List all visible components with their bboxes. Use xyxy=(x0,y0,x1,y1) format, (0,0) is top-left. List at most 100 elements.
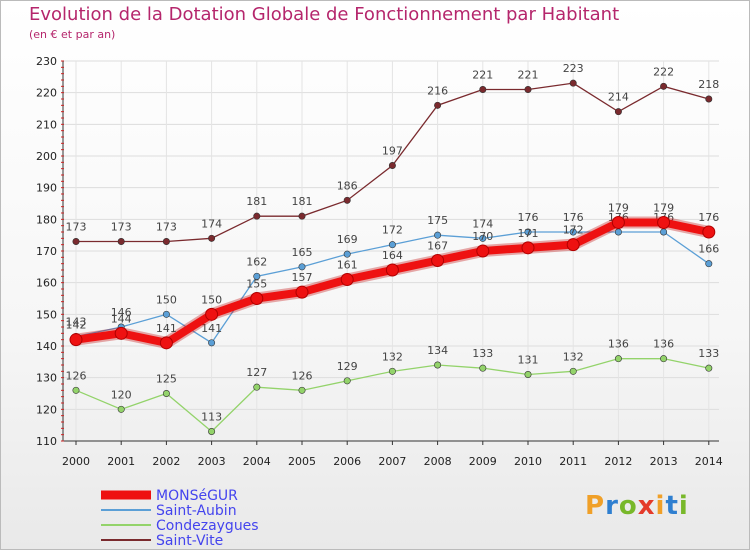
point-monsegur-2005 xyxy=(295,285,309,299)
point-monsegur-2012 xyxy=(611,216,625,229)
point-saint-vite-2012 xyxy=(614,108,622,116)
data-label-condezaygues-2013: 136 xyxy=(653,338,674,351)
data-label-saint-aubin-2005: 165 xyxy=(292,246,313,259)
point-saint-aubin-2014 xyxy=(705,260,713,268)
x-tick-label-2014: 2014 xyxy=(695,455,723,468)
data-label-condezaygues-2006: 129 xyxy=(337,360,358,373)
point-saint-aubin-2010 xyxy=(524,228,532,236)
data-label-saint-aubin-2009: 174 xyxy=(472,217,493,230)
data-label-saint-vite-2000: 173 xyxy=(66,221,87,234)
point-monsegur-2006 xyxy=(340,273,354,286)
point-monsegur-2010 xyxy=(521,241,535,255)
data-label-monsegur-2004: 155 xyxy=(246,278,267,291)
logo-letter: r xyxy=(605,491,619,521)
point-condezaygues-2001 xyxy=(117,405,125,413)
data-label-condezaygues-2000: 126 xyxy=(66,369,87,382)
data-label-condezaygues-2012: 136 xyxy=(608,338,629,351)
point-condezaygues-2005 xyxy=(298,386,306,394)
data-label-saint-aubin-2008: 175 xyxy=(427,214,448,227)
x-tick-label-2012: 2012 xyxy=(604,455,632,468)
data-label-saint-vite-2006: 186 xyxy=(337,179,358,192)
logo-letter: i xyxy=(678,491,689,521)
point-saint-aubin-2009 xyxy=(479,234,487,242)
point-monsegur-2013 xyxy=(657,216,671,229)
data-label-monsegur-2002: 141 xyxy=(156,322,177,335)
logo-letter: t xyxy=(665,491,679,521)
data-label-saint-vite-2003: 174 xyxy=(201,217,222,230)
x-tick-label-2008: 2008 xyxy=(424,455,452,468)
point-condezaygues-2013 xyxy=(660,355,668,363)
point-monsegur-2003 xyxy=(205,307,219,321)
point-monsegur-2009 xyxy=(476,244,490,258)
y-tick-label-200: 200 xyxy=(36,150,57,163)
data-label-saint-aubin-2014: 166 xyxy=(698,243,719,256)
data-label-saint-aubin-2000: 143 xyxy=(66,316,87,329)
point-condezaygues-2010 xyxy=(524,370,532,378)
data-label-condezaygues-2010: 131 xyxy=(518,354,539,367)
data-label-condezaygues-2009: 133 xyxy=(472,347,493,360)
x-tick-label-2003: 2003 xyxy=(198,455,226,468)
point-saint-vite-2007 xyxy=(388,162,396,170)
data-label-saint-vite-2014: 218 xyxy=(698,78,719,91)
data-label-saint-vite-2010: 221 xyxy=(518,69,539,82)
x-tick-label-2000: 2000 xyxy=(62,455,90,468)
point-condezaygues-2008 xyxy=(434,361,442,369)
data-label-saint-vite-2009: 221 xyxy=(472,69,493,82)
logo-letter: P xyxy=(585,491,606,521)
x-tick-label-2002: 2002 xyxy=(152,455,180,468)
logo-letter: x xyxy=(637,491,656,521)
data-label-saint-aubin-2004: 162 xyxy=(246,255,267,268)
point-saint-aubin-2008 xyxy=(434,231,442,239)
point-monsegur-2004 xyxy=(250,292,264,305)
chart-title: Evolution de la Dotation Globale de Fonc… xyxy=(29,4,620,25)
legend-label-saint-aubin: Saint-Aubin xyxy=(156,503,237,519)
data-label-saint-aubin-2006: 169 xyxy=(337,233,358,246)
point-saint-vite-2001 xyxy=(117,238,125,246)
point-monsegur-2002 xyxy=(159,336,173,350)
data-label-monsegur-2009: 170 xyxy=(472,230,493,243)
data-label-monsegur-2013: 179 xyxy=(653,202,674,215)
data-label-condezaygues-2005: 126 xyxy=(292,369,313,382)
data-label-saint-vite-2001: 173 xyxy=(111,221,132,234)
point-saint-vite-2011 xyxy=(569,79,577,87)
data-label-condezaygues-2004: 127 xyxy=(246,366,267,379)
data-label-monsegur-2007: 164 xyxy=(382,249,403,262)
point-condezaygues-2011 xyxy=(569,367,577,375)
data-label-saint-vite-2013: 222 xyxy=(653,65,674,78)
data-label-monsegur-2000: 142 xyxy=(66,319,87,332)
x-tick-label-2001: 2001 xyxy=(107,455,135,468)
logo-letter: o xyxy=(618,491,638,521)
point-condezaygues-2007 xyxy=(388,367,396,375)
point-saint-vite-2006 xyxy=(343,196,351,204)
point-monsegur-2014 xyxy=(702,225,716,239)
point-saint-vite-2002 xyxy=(162,238,170,246)
point-condezaygues-2014 xyxy=(705,364,713,372)
y-tick-label-150: 150 xyxy=(36,308,57,321)
point-condezaygues-2004 xyxy=(253,383,261,391)
point-saint-vite-2003 xyxy=(208,234,216,242)
data-label-condezaygues-2014: 133 xyxy=(698,347,719,360)
data-label-condezaygues-2011: 132 xyxy=(563,350,584,363)
point-saint-aubin-2004 xyxy=(253,272,261,280)
point-saint-vite-2009 xyxy=(479,86,487,94)
legend-label-saint-vite: Saint-Vite xyxy=(156,533,223,549)
y-tick-label-180: 180 xyxy=(36,213,57,226)
point-saint-vite-2008 xyxy=(434,101,442,109)
data-label-saint-aubin-2002: 150 xyxy=(156,293,177,306)
data-label-saint-aubin-2007: 172 xyxy=(382,224,403,237)
x-tick-label-2005: 2005 xyxy=(288,455,316,468)
x-tick-label-2011: 2011 xyxy=(559,455,587,468)
x-tick-label-2010: 2010 xyxy=(514,455,542,468)
proxiti-logo: Proxiti xyxy=(585,491,689,521)
data-label-saint-vite-2005: 181 xyxy=(292,195,313,208)
point-saint-aubin-2011 xyxy=(569,228,577,236)
data-label-saint-vite-2007: 197 xyxy=(382,145,403,158)
y-tick-label-210: 210 xyxy=(36,118,57,131)
data-label-condezaygues-2001: 120 xyxy=(111,388,132,401)
data-label-saint-vite-2002: 173 xyxy=(156,221,177,234)
point-saint-vite-2014 xyxy=(705,95,713,103)
data-label-saint-vite-2004: 181 xyxy=(246,195,267,208)
point-saint-aubin-2005 xyxy=(298,263,306,271)
